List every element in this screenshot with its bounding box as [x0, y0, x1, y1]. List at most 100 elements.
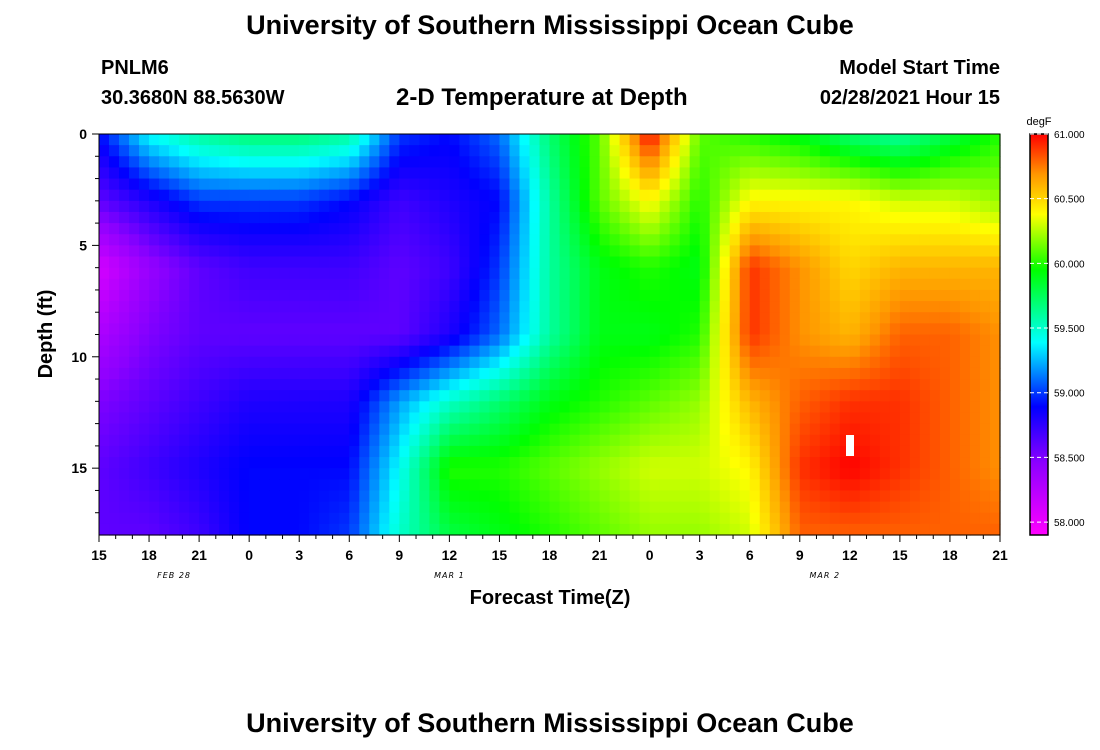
heatmap-cell	[469, 301, 481, 313]
heatmap-cell	[799, 145, 811, 157]
heatmap-cell	[739, 412, 751, 425]
heatmap-cell	[869, 200, 881, 213]
heatmap-cell	[329, 523, 340, 536]
heatmap-cell	[929, 379, 941, 391]
heatmap-cell	[829, 145, 841, 157]
heatmap-cell	[249, 267, 260, 280]
heatmap-cell	[459, 345, 471, 358]
heatmap-cell	[249, 401, 260, 414]
heatmap-cell	[879, 156, 891, 169]
heatmap-cell	[969, 200, 981, 213]
heatmap-cell	[639, 457, 651, 469]
heatmap-cell	[649, 189, 661, 202]
heatmap-cell	[659, 267, 671, 280]
heatmap-cell	[829, 468, 841, 480]
heatmap-cell	[619, 423, 631, 436]
heatmap-cell	[809, 301, 821, 313]
heatmap-cell	[359, 278, 370, 291]
heatmap-cell	[249, 523, 260, 536]
heatmap-cell	[739, 468, 751, 480]
heatmap-cell	[159, 412, 170, 425]
heatmap-cell	[869, 267, 881, 280]
heatmap-cell	[569, 234, 581, 246]
heatmap-cell	[839, 134, 851, 146]
heatmap-cell	[719, 301, 731, 313]
heatmap-cell	[429, 490, 440, 503]
heatmap-cell	[319, 345, 330, 358]
heatmap-cell	[499, 156, 511, 169]
heatmap-cell	[199, 289, 210, 302]
heatmap-cell	[599, 301, 611, 313]
heatmap-cell	[309, 289, 320, 302]
heatmap-cell	[729, 156, 741, 169]
heatmap-cell	[619, 523, 631, 536]
heatmap-cell	[529, 457, 541, 469]
heatmap-cell	[99, 412, 110, 425]
heatmap-cell	[169, 412, 180, 425]
heatmap-cell	[169, 134, 180, 146]
heatmap-cell	[719, 423, 731, 436]
heatmap-cell	[959, 501, 971, 514]
heatmap-cell	[969, 412, 981, 425]
heatmap-cell	[559, 267, 571, 280]
heatmap-cell	[419, 245, 430, 258]
heatmap-cell	[609, 323, 621, 336]
heatmap-cell	[829, 211, 841, 224]
heatmap-cell	[479, 234, 491, 246]
heatmap-cell	[509, 457, 521, 469]
heatmap-cell	[559, 356, 571, 369]
heatmap-cell	[539, 245, 551, 258]
heatmap-cell	[839, 211, 851, 224]
heatmap-cell	[679, 234, 691, 246]
heatmap-cell	[349, 412, 360, 425]
heatmap-cell	[749, 312, 761, 324]
heatmap-cell	[489, 134, 501, 146]
heatmap-cell	[329, 423, 340, 436]
heatmap-cell	[879, 401, 891, 414]
heatmap-cell	[679, 245, 691, 258]
heatmap-cell	[929, 167, 941, 180]
heatmap-cell	[429, 390, 440, 402]
heatmap-cell	[359, 301, 370, 313]
heatmap-cell	[929, 301, 941, 313]
heatmap-cell	[169, 334, 180, 347]
heatmap-cell	[549, 189, 561, 202]
heatmap-cell	[119, 412, 130, 425]
heatmap-cell	[169, 323, 180, 336]
heatmap-cell	[269, 356, 280, 369]
heatmap-cell	[449, 245, 460, 258]
heatmap-cell	[179, 267, 190, 280]
heatmap-cell	[249, 445, 260, 458]
heatmap-cell	[879, 445, 891, 458]
heatmap-cell	[469, 223, 481, 235]
heatmap-cell	[979, 345, 991, 358]
heatmap-cell	[469, 211, 481, 224]
heatmap-cell	[899, 457, 911, 469]
heatmap-cell	[949, 278, 961, 291]
heatmap-cell	[829, 256, 841, 269]
heatmap-cell	[989, 234, 1001, 246]
heatmap-cell	[609, 167, 621, 180]
heatmap-cell	[349, 145, 360, 157]
heatmap-cell	[429, 289, 440, 302]
heatmap-cell	[989, 267, 1001, 280]
heatmap-cell	[719, 289, 731, 302]
heatmap-cell	[389, 390, 400, 402]
heatmap-cell	[129, 345, 140, 358]
heatmap-cell	[109, 189, 120, 202]
x-tick-label: 3	[295, 547, 303, 563]
heatmap-cell	[899, 423, 911, 436]
heatmap-cell	[129, 267, 140, 280]
heatmap-cell	[189, 289, 200, 302]
heatmap-cell	[749, 512, 761, 525]
heatmap-cell	[339, 412, 350, 425]
heatmap-cell	[759, 412, 771, 425]
heatmap-cell	[659, 457, 671, 469]
heatmap-cell	[969, 423, 981, 436]
heatmap-cell	[609, 390, 621, 402]
heatmap-cell	[749, 234, 761, 246]
heatmap-cell	[549, 223, 561, 235]
heatmap-cell	[469, 200, 481, 213]
heatmap-cell	[409, 245, 420, 258]
heatmap-cell	[359, 323, 370, 336]
